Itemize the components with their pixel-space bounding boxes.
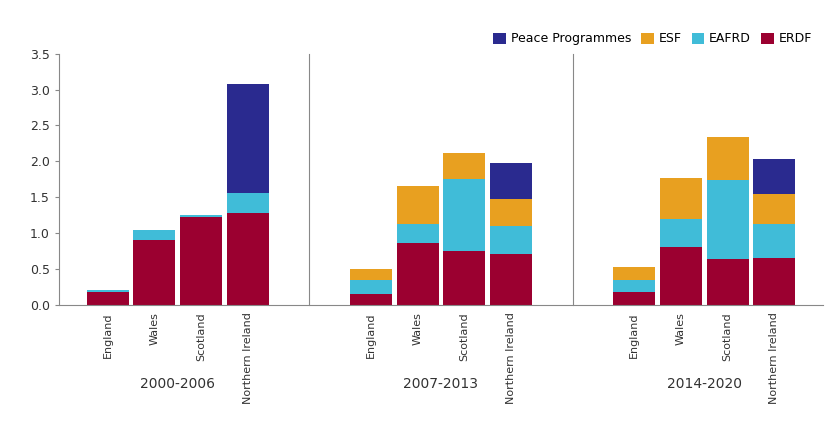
Bar <box>227 84 269 193</box>
Bar <box>490 254 532 305</box>
Bar <box>444 251 486 305</box>
Bar <box>613 280 655 292</box>
Bar <box>706 259 748 305</box>
Bar <box>396 224 438 243</box>
Bar <box>613 267 655 280</box>
Bar <box>134 230 176 240</box>
Bar <box>134 240 176 305</box>
Bar <box>706 180 748 259</box>
Text: 2014-2020: 2014-2020 <box>667 377 742 391</box>
Bar <box>350 280 392 294</box>
Bar <box>444 179 486 251</box>
Bar <box>490 163 532 198</box>
Bar <box>753 194 795 224</box>
Bar <box>87 289 129 293</box>
Bar <box>753 159 795 194</box>
Bar <box>87 293 129 305</box>
Text: 2000-2006: 2000-2006 <box>140 377 215 391</box>
Bar <box>396 185 438 224</box>
Bar <box>613 292 655 305</box>
Bar <box>350 269 392 280</box>
Bar <box>753 224 795 258</box>
Bar <box>180 215 222 217</box>
Bar <box>180 217 222 305</box>
Bar <box>227 213 269 305</box>
Bar <box>396 243 438 305</box>
Bar <box>753 258 795 305</box>
Bar <box>490 198 532 226</box>
Text: 2007-2013: 2007-2013 <box>403 377 479 391</box>
Bar <box>660 247 702 305</box>
Bar <box>490 226 532 254</box>
Bar <box>660 178 702 219</box>
Bar <box>444 153 486 179</box>
Legend: Peace Programmes, ESF, EAFRD, ERDF: Peace Programmes, ESF, EAFRD, ERDF <box>488 27 817 50</box>
Bar <box>227 193 269 213</box>
Bar <box>660 219 702 247</box>
Bar <box>706 137 748 180</box>
Bar <box>350 294 392 305</box>
